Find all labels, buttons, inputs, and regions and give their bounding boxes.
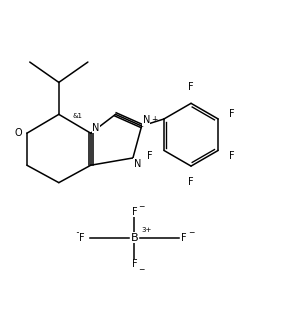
Text: F: F: [181, 233, 187, 243]
Text: N: N: [142, 115, 150, 126]
Text: F: F: [229, 151, 235, 161]
Text: F: F: [188, 177, 194, 187]
Text: F: F: [132, 259, 137, 269]
Text: −: −: [75, 228, 81, 237]
Text: N: N: [92, 123, 100, 133]
Text: F: F: [132, 207, 137, 217]
Text: F: F: [147, 151, 153, 161]
Text: −: −: [188, 228, 194, 237]
Text: F: F: [79, 233, 85, 243]
Text: &1: &1: [73, 113, 83, 119]
Text: −: −: [138, 265, 145, 274]
Text: 3+: 3+: [142, 227, 152, 233]
Text: +: +: [151, 115, 158, 124]
Text: F: F: [229, 109, 235, 119]
Text: F: F: [188, 82, 194, 92]
Text: B: B: [131, 233, 138, 243]
Text: −: −: [138, 202, 145, 211]
Text: N: N: [134, 158, 141, 168]
Text: O: O: [15, 128, 22, 138]
